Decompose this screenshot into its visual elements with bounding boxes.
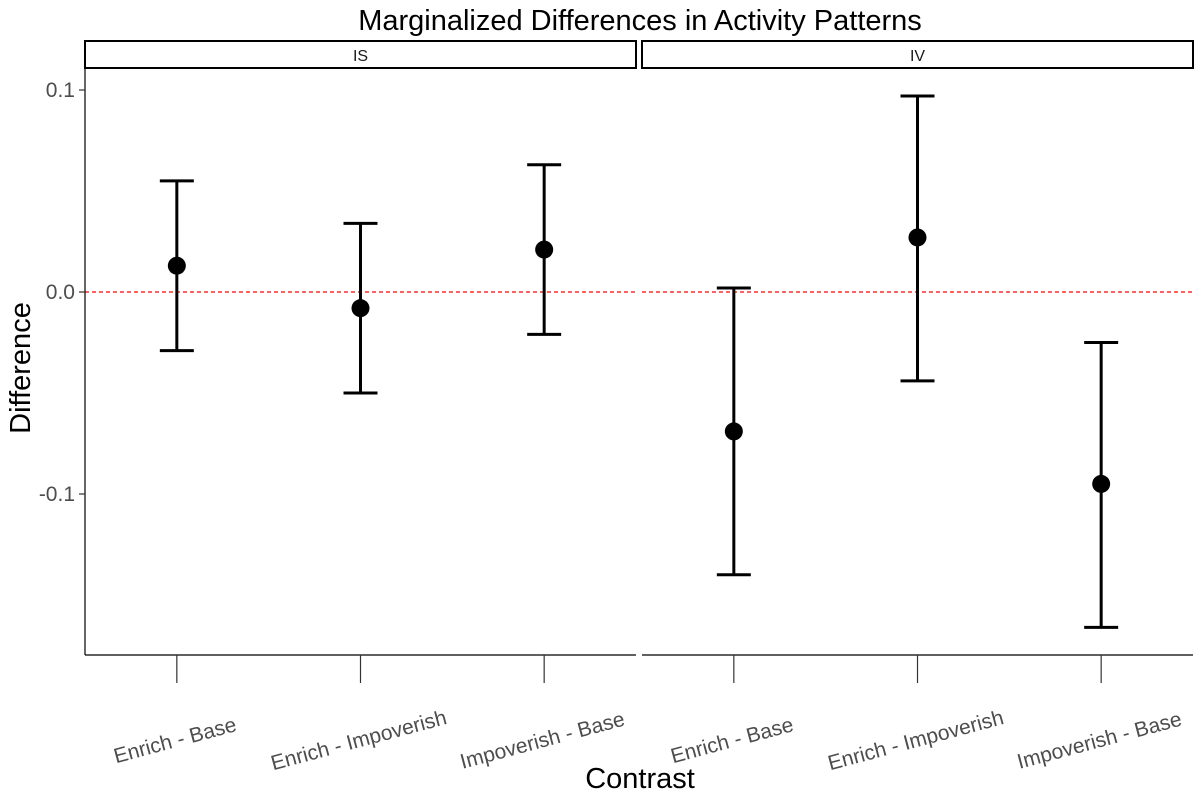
y-tick-label: 0.0 (46, 281, 75, 304)
facet-strip-label: IV (910, 48, 925, 65)
estimate-point (351, 299, 370, 318)
errorbar-enrich-impoverish (343, 221, 378, 395)
estimate-point (535, 240, 554, 259)
estimate-point (1092, 474, 1111, 493)
errorbar-enrich-base (159, 179, 194, 353)
errorbar-enrich-impoverish (900, 94, 935, 383)
facet-panel-iv: IV Enrich - Base Enrich - Impoverish Impove… (641, 40, 1194, 775)
x-axis-title: Contrast (585, 763, 695, 795)
y-tick-label: -0.1 (39, 483, 75, 506)
x-tick-label: Enrich - Impoverish (268, 706, 449, 775)
x-tick-label: Impoverish - Base (1015, 708, 1184, 774)
errorbar-enrich-base (716, 286, 751, 577)
estimate-point (724, 422, 743, 441)
facet-strip (84, 40, 637, 69)
y-tick-label: 0.1 (46, 79, 75, 102)
facet-strip-label: IS (353, 48, 368, 65)
y-axis: -0.1 0.0 0.1 (39, 79, 85, 506)
errorbar-impoverish-base (1084, 341, 1119, 629)
estimate-point (167, 256, 186, 275)
errorbar-impoverish-base (527, 163, 562, 336)
chart-title: Marginalized Differences in Activity Pat… (358, 5, 922, 37)
x-tick-label: Enrich - Base (668, 713, 796, 768)
facet-strip (641, 40, 1194, 69)
x-tick-label: Enrich - Base (111, 713, 239, 768)
x-tick-label: Enrich - Impoverish (825, 706, 1006, 775)
y-axis-title: Difference (5, 302, 37, 434)
estimate-point (908, 228, 927, 247)
